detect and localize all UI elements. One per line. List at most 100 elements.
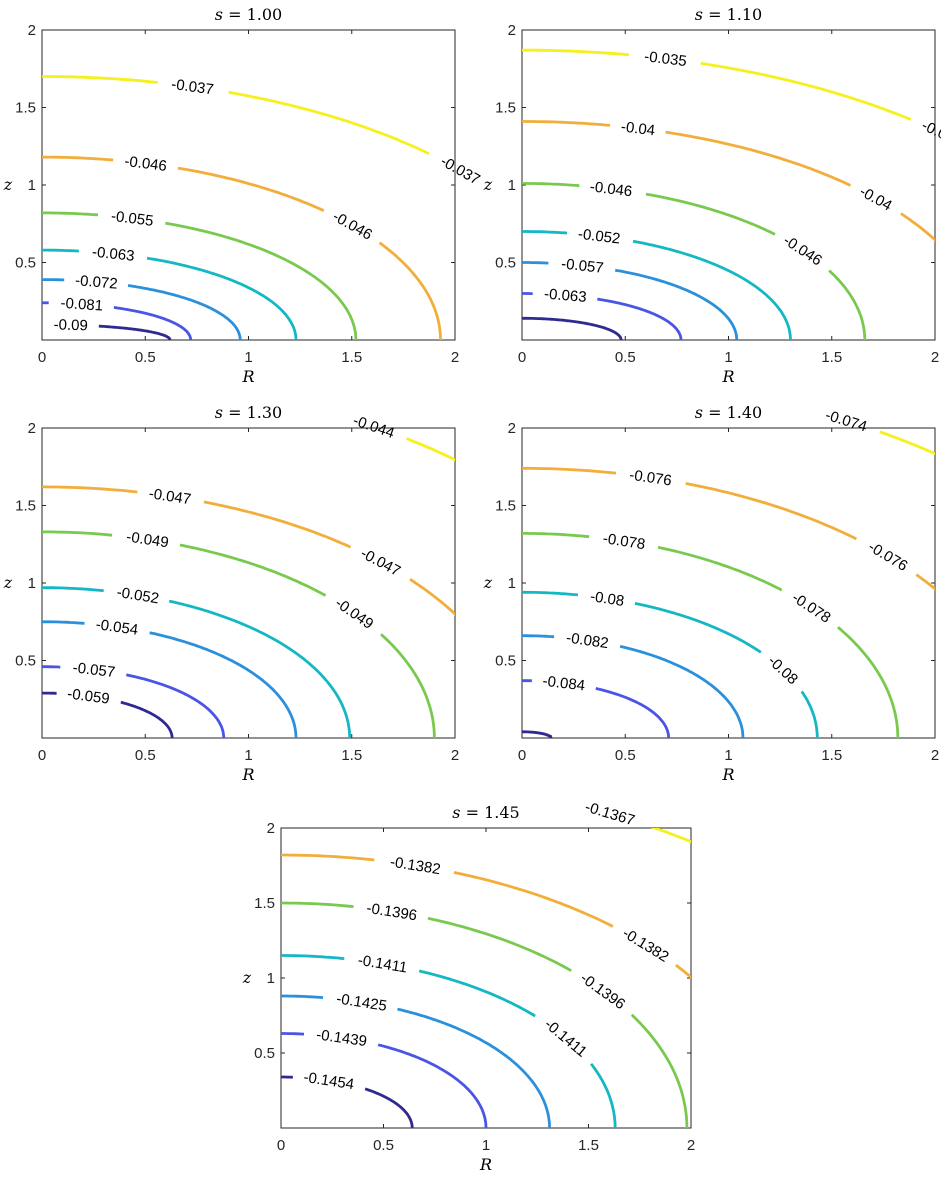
contour-label: -0.059: [66, 685, 110, 707]
x-tick-label: 0: [277, 1137, 285, 1154]
contour-line: [630, 1013, 689, 1128]
contour-label: -0.046: [330, 208, 375, 244]
x-tick-label: 0.5: [615, 747, 636, 764]
title-variable: s: [215, 5, 223, 24]
contour-line: [657, 545, 783, 592]
contour-line: [125, 673, 226, 738]
y-axis-label: z: [483, 573, 493, 592]
y-axis-label: z: [483, 175, 493, 194]
contour-line: [120, 700, 174, 738]
contour-line: [595, 687, 670, 738]
panel-title: s = 1.10: [695, 5, 762, 24]
contour-label: -0.076: [865, 538, 910, 575]
contour-line: [685, 482, 858, 541]
contour-lines: [281, 768, 691, 1128]
y-tick-label: 1.5: [495, 100, 516, 117]
x-tick-label: 0.5: [615, 349, 636, 366]
y-tick-label: 0.5: [495, 255, 516, 272]
contour-label: -0.057: [72, 659, 116, 681]
x-tick-label: 0: [518, 349, 526, 366]
contour-label: -0.049: [125, 528, 170, 551]
contour-line: [177, 166, 325, 212]
contour-line: [522, 230, 568, 235]
contour-line: [42, 248, 79, 253]
contour-line: [632, 239, 792, 340]
x-tick-label: 0: [38, 747, 46, 764]
contour-lines: [522, 430, 935, 738]
title-value: 1.30: [247, 403, 283, 422]
panel-s-1-00: 0 0.5 1 1.5 20.511.52s = 1.00Rz-0.09-0.081-0…: [3, 5, 483, 386]
contour-label: -0.074: [823, 407, 869, 436]
contour-label: -0.1411: [541, 1016, 590, 1061]
contour-label: -0.1454: [302, 1069, 355, 1093]
x-tick-label: 1: [244, 349, 252, 366]
contour-label: -0.046: [123, 153, 167, 175]
contour-label: -0.063: [91, 244, 135, 265]
contour-line: [522, 532, 590, 539]
contour-label: -0.1439: [315, 1026, 368, 1050]
contour-label: -0.076: [628, 467, 673, 490]
panel-title: s = 1.45: [452, 803, 519, 822]
contour-line: [900, 212, 935, 242]
x-tick-label: 1: [724, 349, 732, 366]
x-tick-label: 0.5: [373, 1137, 394, 1154]
contour-label: -0.1425: [335, 990, 388, 1015]
x-tick-label: 1.5: [821, 747, 842, 764]
y-tick-label: 2: [508, 22, 516, 39]
x-axis-label: R: [241, 367, 254, 386]
x-tick-label: 1: [724, 747, 732, 764]
contour-line: [281, 901, 354, 908]
y-axis-label: z: [242, 968, 252, 987]
x-tick-label: 1.5: [341, 747, 362, 764]
contour-line: [165, 221, 358, 340]
y-tick-label: 1.5: [495, 498, 516, 515]
panel-title: s = 1.40: [695, 403, 762, 422]
contour-line: [427, 916, 572, 972]
contour-line: [179, 543, 327, 597]
contour-line: [589, 1062, 617, 1128]
x-tick-label: 0: [518, 747, 526, 764]
contour-label: -0.046: [780, 232, 825, 269]
contour-line: [364, 1087, 414, 1128]
contour-line: [42, 75, 158, 84]
contour-label: -0.037: [437, 153, 482, 189]
contour-line: [146, 256, 298, 340]
contour-line: [645, 192, 776, 236]
x-axis-label: R: [479, 1155, 492, 1174]
panel-s-1-10: 0 0.5 1 1.5 2 0.5 1 1.5 2 s = 1.10 Rz -0.063 -0.057 -…: [483, 5, 941, 386]
contour-line: [522, 466, 617, 475]
x-tick-label: 2: [687, 1137, 695, 1154]
title-value: 1.40: [727, 403, 763, 422]
contour-line: [281, 768, 575, 804]
contour-line: [522, 634, 555, 639]
contour-line: [281, 954, 345, 960]
contour-label: -0.1367: [583, 799, 637, 830]
contour-line: [42, 620, 85, 625]
y-tick-label: 0.5: [254, 1045, 275, 1062]
contour-line: [228, 90, 430, 155]
contour-line: [522, 48, 630, 57]
x-tick-label: 1.5: [578, 1137, 599, 1154]
y-axis-label: z: [3, 175, 13, 194]
contour-label: -0.063: [543, 286, 587, 306]
contour-line: [522, 261, 549, 265]
contour-label: -0.09: [53, 316, 88, 334]
contour-label: -0.035: [919, 117, 941, 151]
contour-line: [597, 297, 683, 340]
panel-s-1-45: 0 0.5 1 1.5 2 0.5 1 1.5 2 s = 1.45 Rz -0.1454 -0.143…: [242, 768, 695, 1174]
y-tick-label: 0.5: [495, 653, 516, 670]
title-variable: s: [695, 403, 703, 422]
contour-line: [674, 963, 691, 979]
title-equals: =: [703, 403, 727, 422]
contour-label: -0.084: [542, 673, 586, 695]
contour-label: -0.04: [620, 118, 656, 139]
x-tick-label: 0.5: [135, 747, 156, 764]
title-equals: =: [223, 5, 247, 24]
contour-label: -0.055: [110, 208, 154, 230]
contour-label: -0.081: [60, 295, 104, 315]
title-value: 1.45: [484, 803, 520, 822]
contour-line: [380, 633, 436, 738]
contour-line: [634, 602, 762, 654]
y-tick-label: 1.5: [15, 498, 36, 515]
